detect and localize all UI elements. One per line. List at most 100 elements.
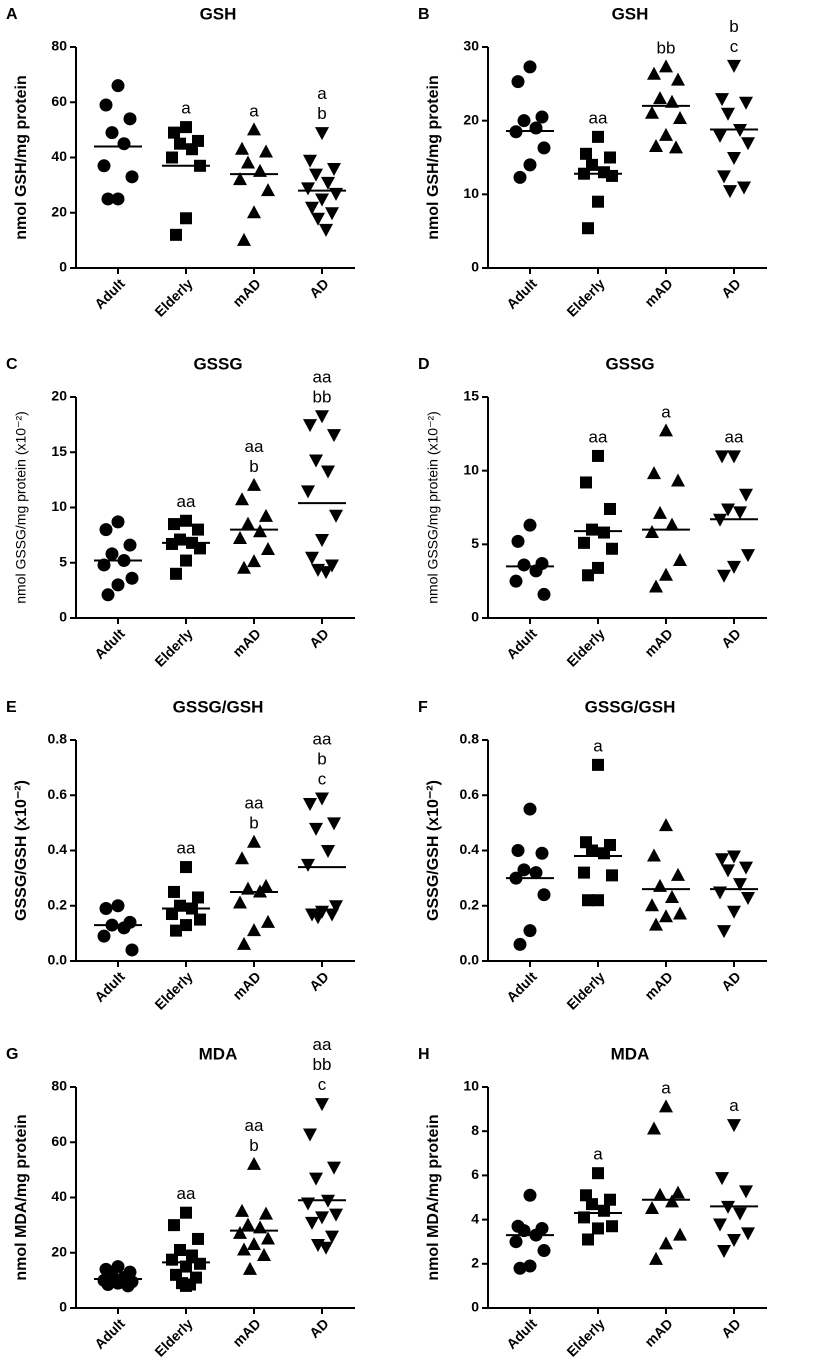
data-point (303, 798, 317, 812)
data-point (649, 917, 663, 931)
data-point (537, 1244, 551, 1258)
data-point (727, 1233, 741, 1247)
chart-title: GSH (612, 4, 649, 23)
data-point (327, 163, 341, 177)
data-point (166, 537, 178, 550)
chart-title: GSH (200, 4, 237, 23)
y-tick-label: 15 (463, 388, 479, 404)
data-point (592, 449, 604, 462)
data-point (247, 477, 261, 491)
data-point (247, 1236, 261, 1250)
data-point (513, 937, 527, 951)
data-point (319, 566, 333, 580)
y-tick-label: 0 (59, 259, 67, 275)
data-point (303, 1128, 317, 1142)
data-point (303, 419, 317, 433)
x-tick-label: AD (306, 968, 332, 994)
panel-label: D (418, 356, 430, 373)
data-point (325, 1230, 339, 1244)
data-point (321, 465, 335, 479)
x-tick-label: mAD (641, 1315, 675, 1349)
data-point (241, 155, 255, 169)
data-point (311, 212, 325, 226)
x-tick-label: mAD (641, 275, 675, 309)
significance-label: b (249, 1136, 258, 1155)
data-point (194, 1257, 206, 1270)
data-point (727, 905, 741, 919)
panel-label: F (418, 699, 428, 716)
data-point (578, 1211, 590, 1224)
significance-label: aa (589, 108, 608, 127)
x-tick-label: Adult (91, 275, 128, 312)
data-point (737, 181, 751, 195)
panel-label: B (418, 6, 430, 23)
data-point (309, 1172, 323, 1186)
data-point (123, 538, 137, 552)
data-point (673, 553, 687, 567)
chart-title: GSSG/GSH (173, 697, 264, 716)
significance-label: b (317, 749, 326, 768)
data-point (235, 492, 249, 506)
data-point (715, 450, 729, 464)
significance-label: aa (313, 367, 332, 386)
data-point (671, 72, 685, 86)
data-point (523, 60, 537, 74)
data-point (645, 1201, 659, 1215)
data-point (517, 558, 531, 572)
data-point (582, 1233, 594, 1246)
data-point (237, 560, 251, 574)
data-point (327, 817, 341, 831)
data-point (241, 516, 255, 530)
data-point (166, 151, 178, 164)
x-tick-label: Elderly (563, 968, 607, 1012)
y-tick-label: 0 (59, 1299, 67, 1315)
data-point (592, 561, 604, 574)
data-point (647, 1121, 661, 1135)
data-point (659, 567, 673, 581)
data-point (741, 137, 755, 151)
data-point (741, 1227, 755, 1241)
data-point (97, 558, 111, 572)
data-point (259, 1206, 273, 1220)
panel-label: H (418, 1046, 430, 1063)
x-tick-label: Elderly (563, 625, 607, 669)
data-point (125, 943, 139, 957)
data-point (511, 534, 525, 548)
data-point (733, 506, 747, 520)
y-tick-label: 8 (471, 1122, 479, 1138)
data-point (659, 127, 673, 141)
y-tick-label: 20 (463, 111, 479, 127)
x-tick-label: AD (718, 625, 744, 651)
data-point (315, 193, 329, 207)
y-tick-label: 0.4 (48, 841, 68, 857)
y-tick-label: 20 (51, 1243, 67, 1259)
data-point (315, 410, 329, 424)
significance-label: bb (313, 387, 332, 406)
data-point (645, 898, 659, 912)
data-point (180, 1279, 192, 1292)
data-point (305, 201, 319, 215)
data-point (168, 885, 180, 898)
data-point (170, 228, 182, 241)
data-point (168, 1219, 180, 1232)
data-point (537, 888, 551, 902)
x-tick-label: mAD (229, 275, 263, 309)
data-point (233, 895, 247, 909)
data-point (741, 891, 755, 905)
data-point (180, 1260, 192, 1273)
data-point (303, 154, 317, 168)
y-tick-label: 0.0 (460, 952, 480, 968)
data-point (511, 75, 525, 89)
data-point (529, 121, 543, 135)
data-point (243, 1261, 257, 1275)
data-point (659, 1099, 673, 1113)
y-tick-label: 5 (471, 535, 479, 551)
data-point (523, 1259, 537, 1273)
data-point (329, 900, 343, 914)
y-tick-label: 15 (51, 443, 67, 459)
data-point (671, 473, 685, 487)
data-point (713, 129, 727, 143)
significance-label: a (661, 402, 671, 421)
data-point (604, 151, 616, 164)
significance-label: bb (657, 38, 676, 57)
